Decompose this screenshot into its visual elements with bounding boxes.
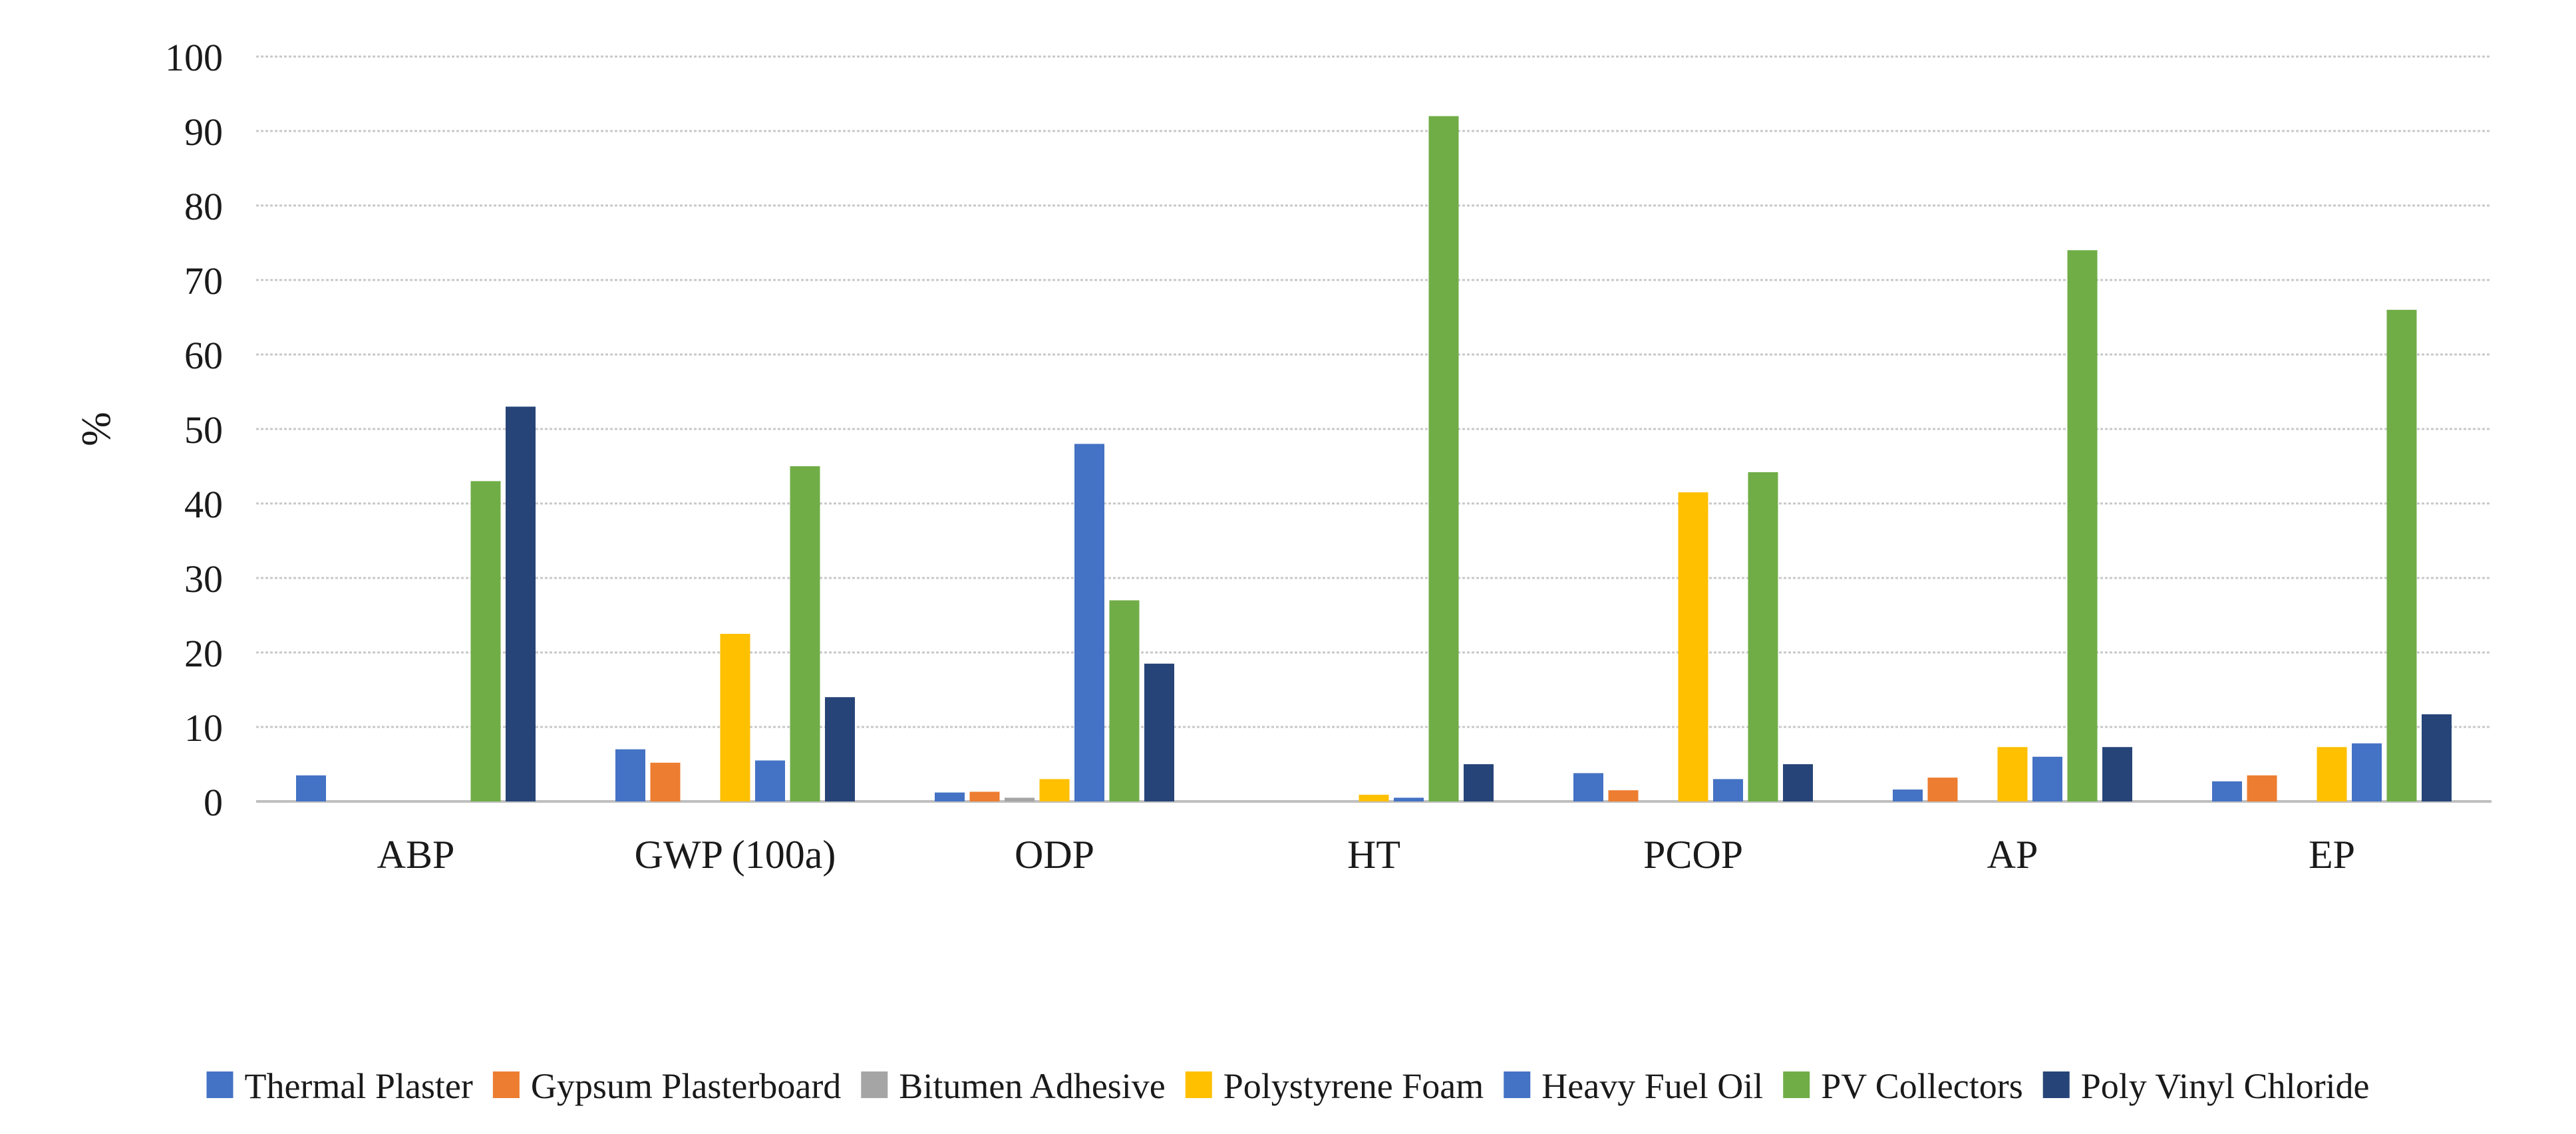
gridlines (256, 55, 2492, 803)
x-tick-label: HT (1347, 833, 1400, 877)
y-tick-label: 10 (184, 706, 223, 750)
legend: Thermal Plaster Gypsum Plasterboard Bitume… (206, 1066, 2370, 1106)
bar-poly-vinyl-chloride-3 (1464, 764, 1494, 801)
bar-poly-vinyl-chloride-6 (2422, 714, 2452, 801)
bar-gypsum-plasterboard-4 (1608, 790, 1639, 801)
bar-pv-collectors-0 (470, 481, 501, 801)
bar-polystyrene-foam-1 (720, 634, 750, 801)
y-axis-label: % (74, 412, 119, 446)
x-tick-label: PCOP (1643, 833, 1743, 877)
legend-label: Heavy Fuel Oil (1541, 1066, 1763, 1106)
bar-pv-collectors-2 (1109, 600, 1140, 801)
bar-pv-collectors-3 (1428, 116, 1459, 802)
bar-gypsum-plasterboard-1 (650, 762, 681, 801)
bar-heavy-fuel-oil-1 (755, 760, 785, 801)
legend-item-thermal-plaster: Thermal Plaster (206, 1066, 473, 1106)
legend-swatch (492, 1071, 520, 1098)
legend-item-gypsum-plasterboard: Gypsum Plasterboard (492, 1066, 841, 1106)
legend-label: Polystyrene Foam (1223, 1066, 1484, 1106)
y-tick-label: 20 (184, 632, 223, 675)
bar-thermal-plaster-4 (1573, 773, 1603, 801)
x-tick-label: AP (1987, 833, 2038, 877)
bar-thermal-plaster-1 (615, 749, 645, 801)
x-tick-label: EP (2309, 833, 2355, 877)
legend-swatch (861, 1071, 888, 1098)
y-axis-ticks: 0 10 20 30 40 50 60 70 80 90 100 (165, 36, 223, 824)
bar-thermal-plaster-0 (296, 775, 326, 801)
bar-polystyrene-foam-3 (1359, 794, 1389, 801)
y-tick-label: 40 (184, 483, 223, 526)
y-tick-label: 0 (204, 781, 223, 824)
bar-pv-collectors-6 (2386, 309, 2417, 801)
legend-item-pv-collectors: PV Collectors (1783, 1066, 2023, 1106)
bar-pv-collectors-1 (790, 466, 820, 801)
legend-swatch (2042, 1071, 2070, 1098)
bar-pv-collectors-4 (1748, 472, 1778, 801)
legend-label: PV Collectors (1821, 1066, 2023, 1106)
y-tick-label: 50 (184, 408, 223, 452)
bar-polystyrene-foam-2 (1039, 779, 1070, 801)
legend-swatch (1783, 1071, 1810, 1098)
bar-thermal-plaster-5 (1893, 789, 1923, 801)
bar-polystyrene-foam-4 (1678, 492, 1708, 801)
y-tick-label: 60 (184, 334, 223, 377)
bar-bitumen-adhesive-2 (1005, 797, 1035, 801)
bar-poly-vinyl-chloride-2 (1144, 663, 1174, 801)
x-tick-label: ABP (377, 833, 455, 877)
bar-heavy-fuel-oil-5 (2032, 756, 2062, 801)
bar-poly-vinyl-chloride-1 (825, 697, 855, 801)
legend-label: Bitumen Adhesive (899, 1066, 1165, 1106)
bar-gypsum-plasterboard-2 (969, 791, 1000, 801)
bar-pv-collectors-5 (2067, 250, 2098, 801)
bar-poly-vinyl-chloride-4 (1783, 764, 1813, 801)
legend-swatch (206, 1071, 234, 1098)
y-tick-label: 100 (165, 36, 223, 79)
legend-item-poly-vinyl-chloride: Poly Vinyl Chloride (2042, 1066, 2370, 1106)
legend-label: Poly Vinyl Chloride (2081, 1066, 2370, 1106)
legend-item-polystyrene-foam: Polystyrene Foam (1185, 1066, 1484, 1106)
bar-heavy-fuel-oil-3 (1394, 797, 1424, 801)
y-tick-label: 70 (184, 259, 223, 303)
y-tick-label: 30 (184, 557, 223, 601)
legend-label: Gypsum Plasterboard (531, 1066, 841, 1106)
x-axis-ticks: ABP GWP (100a) ODP HT PCOP AP EP (377, 833, 2355, 877)
legend-label: Thermal Plaster (244, 1066, 472, 1106)
bar-heavy-fuel-oil-2 (1074, 444, 1104, 801)
legend-item-heavy-fuel-oil: Heavy Fuel Oil (1504, 1066, 1763, 1106)
bar-thermal-plaster-6 (2212, 781, 2242, 801)
legend-swatch (1504, 1071, 1531, 1098)
bar-heavy-fuel-oil-4 (1713, 779, 1743, 801)
bar-polystyrene-foam-6 (2317, 747, 2347, 801)
x-tick-label: ODP (1015, 833, 1094, 877)
bar-gypsum-plasterboard-5 (1927, 778, 1958, 801)
bar-poly-vinyl-chloride-5 (2102, 747, 2132, 801)
bar-gypsum-plasterboard-6 (2247, 775, 2277, 801)
bar-thermal-plaster-2 (935, 792, 965, 801)
y-tick-label: 90 (184, 110, 223, 154)
legend-item-bitumen-adhesive: Bitumen Adhesive (861, 1066, 1166, 1106)
y-tick-label: 80 (184, 185, 223, 228)
bar-poly-vinyl-chloride-0 (506, 406, 536, 801)
x-tick-label: GWP (100a) (635, 833, 836, 877)
bar-polystyrene-foam-5 (1997, 747, 2028, 801)
bar-heavy-fuel-oil-6 (2352, 743, 2382, 801)
legend-swatch (1185, 1071, 1212, 1098)
bars (296, 116, 2452, 802)
